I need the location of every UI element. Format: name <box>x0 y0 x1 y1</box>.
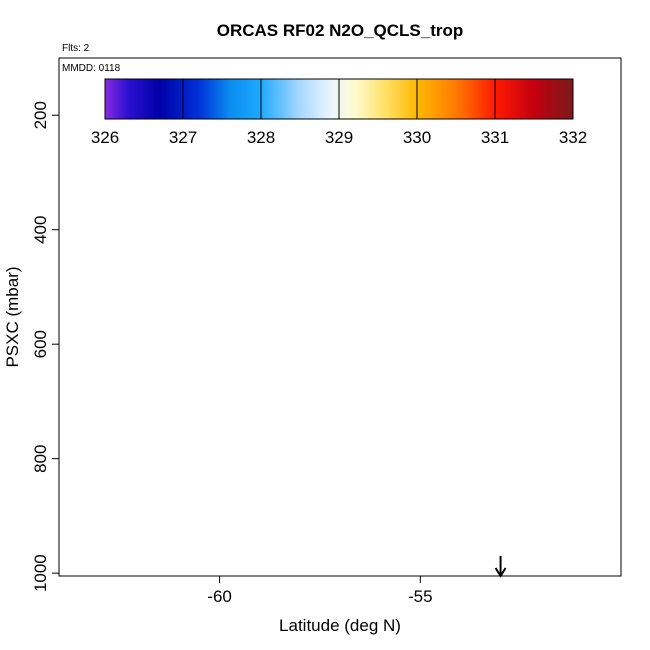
colorbar-tick-label: 331 <box>481 128 509 147</box>
flight-track-dotted <box>130 297 173 551</box>
plot-frame <box>58 57 622 577</box>
x-axis-label: Latitude (deg N) <box>279 616 401 635</box>
colorbar-tick-label: 329 <box>325 128 353 147</box>
x-tick-label: -55 <box>408 587 433 606</box>
colorbar-tick-label: 330 <box>403 128 431 147</box>
date-label: MMDD: 0118 <box>62 63 121 74</box>
x-tick-label: -60 <box>207 587 232 606</box>
y-tick-label: 800 <box>31 444 50 472</box>
flight-tracks <box>90 108 590 562</box>
colorbar-tick-label: 332 <box>559 128 587 147</box>
y-tick-label: 600 <box>31 330 50 358</box>
colorbar-tick-label: 327 <box>169 128 197 147</box>
colorbar-tick-label: 328 <box>247 128 275 147</box>
colorbar-ticks: 326 327 328 329 330 331 332 <box>91 79 587 147</box>
flight-track-dotted <box>90 285 514 562</box>
y-tick-label: 400 <box>31 216 50 244</box>
x-axis: -60 -55 <box>207 576 433 606</box>
flight-track-solid <box>118 108 437 272</box>
arrow-head <box>494 567 507 578</box>
flight-track-solid <box>403 200 421 208</box>
flight-track-solid <box>436 251 454 288</box>
y-tick-label: 200 <box>31 101 50 129</box>
colorbar-tick-label: 326 <box>91 128 119 147</box>
chart-title: ORCAS RF02 N2O_QCLS_trop <box>217 21 464 40</box>
y-axis-label: PSXC (mbar) <box>3 266 22 367</box>
y-axis: 200 400 600 800 1000 <box>31 101 59 592</box>
flights-label: Flts: 2 <box>62 43 90 54</box>
surface-arrow <box>494 556 507 578</box>
flight-track-solid <box>540 171 590 242</box>
y-tick-label: 1000 <box>31 554 50 592</box>
